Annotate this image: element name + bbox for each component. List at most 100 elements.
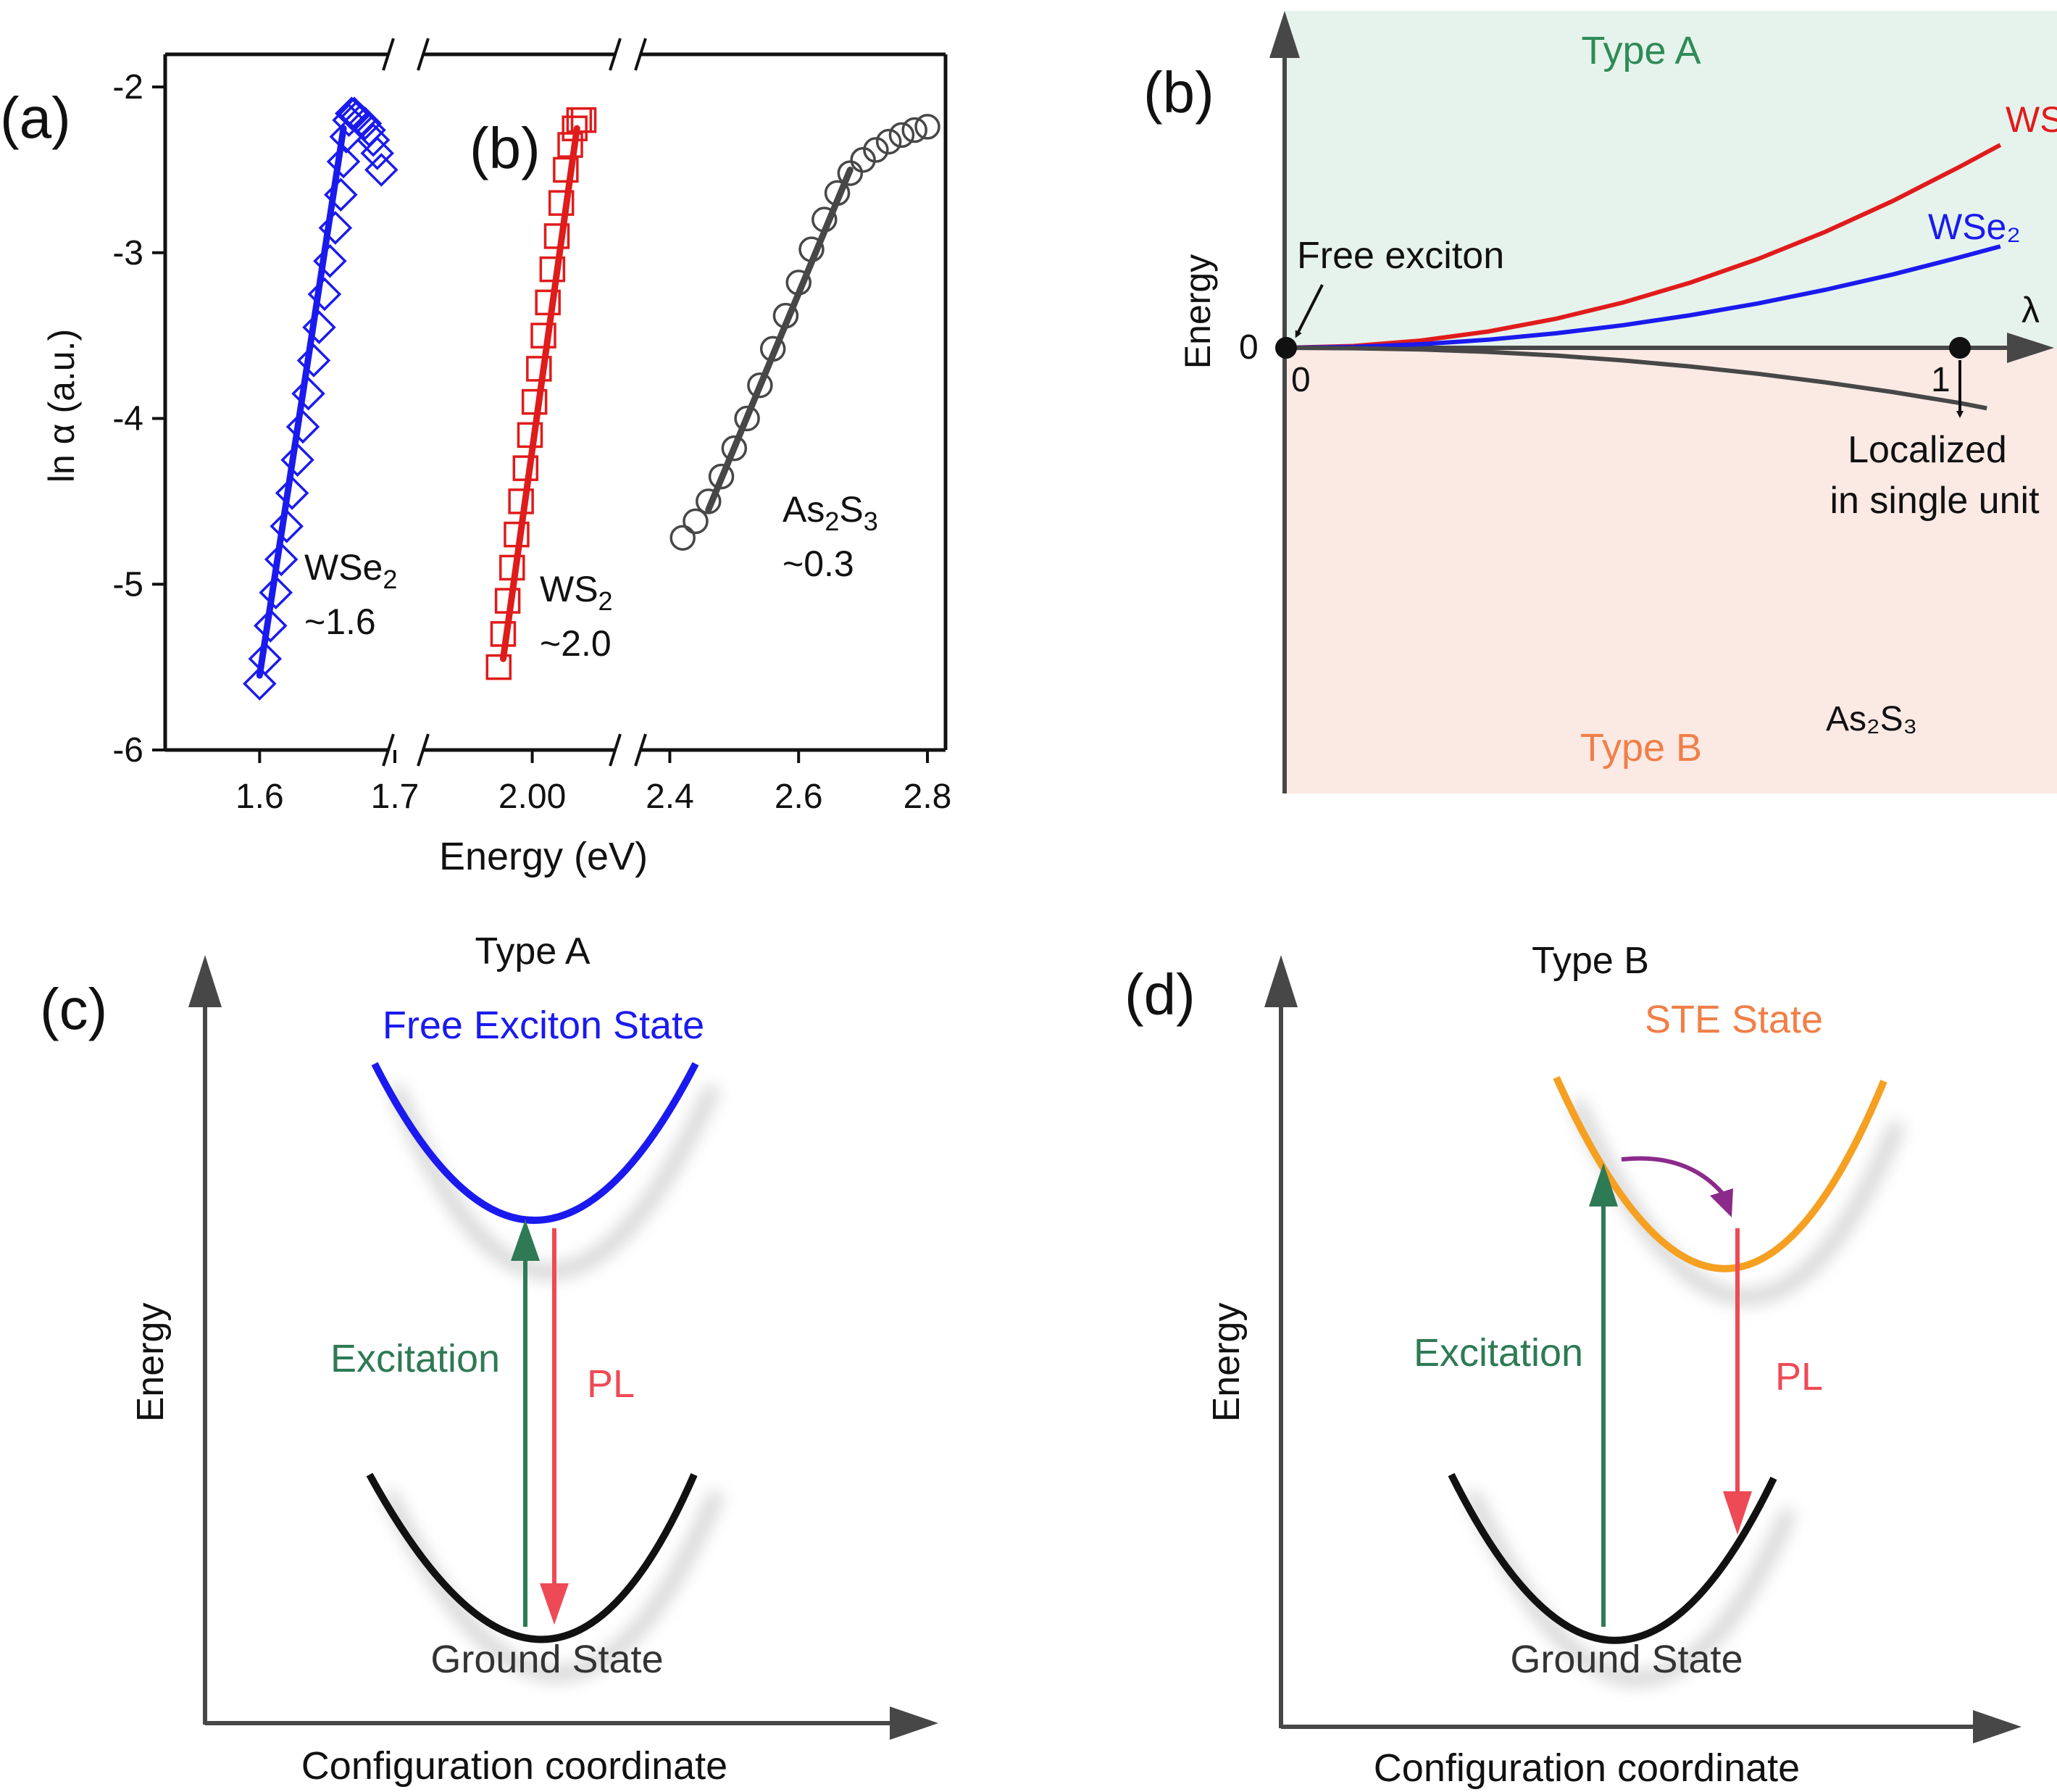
as2s3-point — [837, 160, 864, 186]
panel-b-y-tick-zero: 0 — [1239, 328, 1259, 367]
panel-a-x-axis: 1.6 1.7 2.00 2.4 2.6 2.8 — [235, 750, 951, 816]
panel-a-bottom-spine-break-right-1 — [634, 733, 647, 767]
panel-d-type-b-diagram: (d) Energy Configuration coordinate Type… — [1125, 940, 2021, 1790]
free-exciton-label: Free exciton — [1297, 235, 1504, 277]
panel-b-x-tick-zero: 0 — [1291, 361, 1311, 399]
wse2-point — [280, 443, 314, 477]
wse2-point — [296, 343, 331, 378]
panel-b-energy-diagram: Type A Type B (b) Energy 0 0 1 λ Free ex… — [1143, 11, 2057, 793]
excitation-arrowhead-c — [511, 1220, 540, 1261]
as2s3-point — [875, 128, 902, 155]
type-a-region-label: Type A — [1581, 29, 1701, 72]
panel-a-x-tick-label: 1.6 — [235, 778, 284, 816]
ws2-point — [485, 654, 512, 680]
panel-b-x-tick-one: 1 — [1931, 361, 1950, 399]
as2s3-point — [863, 137, 889, 163]
relaxation-arrowhead — [1710, 1188, 1733, 1217]
ground-state-label-d: Ground State — [1510, 1638, 1743, 1681]
ws2-point — [553, 157, 579, 183]
panel-a-x-tick-label: 2.6 — [775, 778, 823, 816]
localized-label-line2: in single unit — [1829, 480, 2040, 522]
wse2-point — [291, 376, 325, 411]
as2s3-point — [850, 146, 876, 173]
panel-c-x-axis-label: Configuration coordinate — [301, 1744, 727, 1788]
wse2-point — [270, 509, 304, 543]
as2s3-point — [888, 122, 915, 149]
pl-label-c: PL — [587, 1362, 635, 1406]
ws2-point — [570, 107, 597, 133]
panel-b-curves — [1285, 143, 2002, 411]
panel-b-label: (b) — [1143, 60, 1214, 125]
ws2-point — [539, 256, 566, 283]
wse2-curve-label: WSe₂ — [1928, 207, 2021, 247]
relaxation-arrow — [1621, 1156, 1727, 1197]
ws2-curve-label: WS₂ — [2006, 99, 2057, 140]
panel-a-top-spine-break-right-0 — [417, 38, 430, 71]
panel-c-type-a-diagram: (c) Energy Configuration coordinate Type… — [40, 930, 938, 1788]
free-exciton-arrow — [1295, 284, 1324, 338]
panel-d-x-axis-arrowhead — [1973, 1710, 2021, 1743]
ws2-point — [543, 223, 570, 249]
series-as2s3 — [669, 114, 940, 551]
wse2-slope-label: ~1.6 — [304, 601, 376, 642]
wse2-point — [243, 667, 277, 701]
type-b-region — [1285, 348, 2057, 793]
wse2-curve — [1285, 244, 2001, 350]
pl-arrowhead-c — [540, 1583, 569, 1625]
wse2-point — [364, 153, 399, 187]
panel-a-y-axis: -2 -3 -4 -5 -6 — [112, 68, 165, 770]
as2s3-curve-label: As₂S₃ — [1826, 700, 1917, 738]
as2s3-point — [901, 117, 927, 143]
panel-a-y-tick-label: -5 — [112, 565, 143, 604]
wse2-point — [356, 122, 391, 157]
ws2-point — [548, 190, 575, 216]
panel-a-frame — [163, 38, 948, 767]
panel-a-series — [243, 96, 940, 701]
wse2-point — [285, 409, 320, 444]
wse2-point — [307, 277, 342, 312]
ground-state-curve-d — [1448, 1472, 1777, 1644]
panel-b-y-axis-label: Energy — [1177, 254, 1218, 369]
panel-a-y-tick-label: -2 — [112, 68, 143, 107]
wse2-point — [348, 107, 383, 141]
as2s3-point — [696, 488, 722, 514]
panel-a-y-tick-label: -3 — [112, 234, 143, 272]
as2s3-slope-label: ~0.3 — [783, 543, 854, 584]
wse2-fit-line — [256, 125, 347, 679]
panel-c-y-axis-arrowhead — [188, 955, 222, 1007]
panel-c-label: (c) — [40, 977, 107, 1041]
panel-a-bottom-spine-break-right-0 — [417, 733, 430, 767]
wse2-point — [313, 243, 347, 278]
panel-a-y-axis-label: ln α (a.u.) — [41, 329, 82, 483]
panel-a-x-tick-label: 2.4 — [646, 778, 694, 816]
wse2-point — [334, 96, 369, 130]
panel-a-x-tick-label: 2.00 — [498, 778, 566, 816]
wse2-point — [318, 211, 353, 245]
panel-c-y-axis-label: Energy — [130, 1303, 172, 1422]
ws2-series-label: WS2 — [540, 569, 613, 616]
panel-a-bottom-spine-break-left-1 — [609, 733, 622, 767]
wse2-point — [275, 476, 309, 510]
panel-a-y-tick-label: -4 — [112, 400, 143, 438]
panel-d-label: (d) — [1125, 962, 1196, 1027]
panel-c-x-axis-arrowhead — [890, 1706, 938, 1740]
free-exciton-curve — [371, 1062, 699, 1224]
upper-curve-shadow — [389, 1084, 719, 1278]
ste-state-label: STE State — [1645, 998, 1823, 1041]
panel-b-x-axis-label: λ — [2021, 290, 2040, 330]
as2s3-curve — [1285, 346, 1987, 411]
panel-a-x-tick-label: 2.8 — [904, 778, 952, 816]
pl-arrowhead-d — [1723, 1491, 1752, 1535]
wse2-point — [248, 641, 283, 676]
excitation-label-c: Excitation — [330, 1337, 500, 1380]
wse2-point — [264, 542, 299, 577]
free-exciton-state-label: Free Exciton State — [383, 1004, 704, 1047]
localized-label-line1: Localized — [1848, 429, 2007, 471]
panel-a-bottom-spine-break-left-0 — [382, 733, 395, 767]
wse2-point — [360, 136, 395, 170]
panel-a-x-tick-label: 1.7 — [371, 778, 420, 816]
series-ws2 — [485, 107, 597, 680]
panel-a-overlap-label: (b) — [470, 116, 541, 180]
panel-a-top-spine-break-left-1 — [609, 38, 622, 71]
